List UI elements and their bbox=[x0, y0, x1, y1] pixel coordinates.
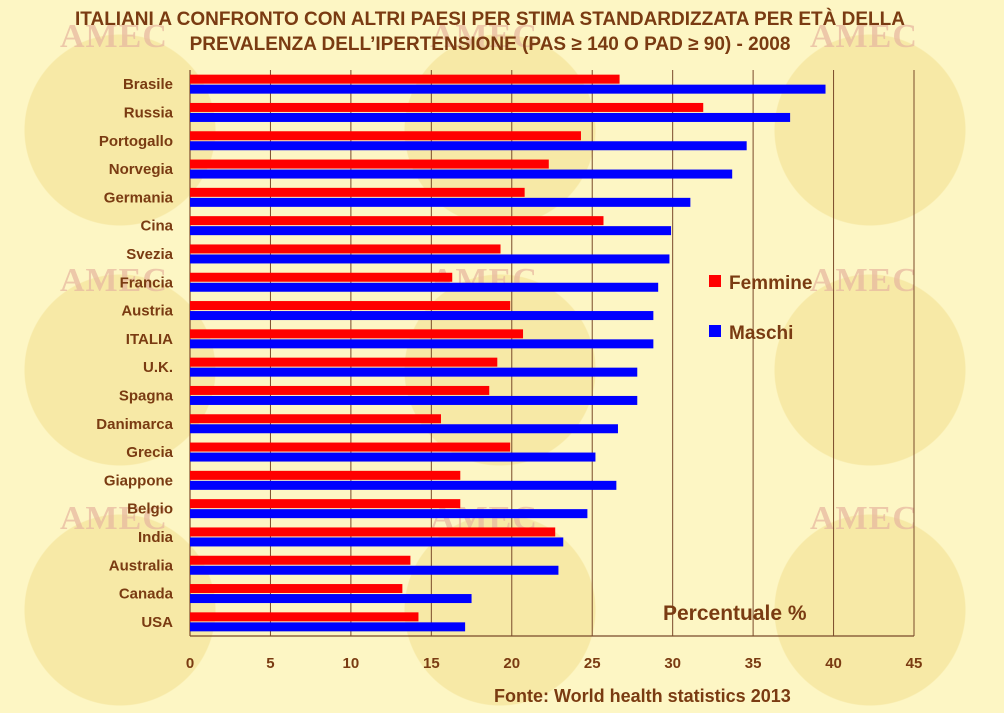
category-label: Austria bbox=[121, 303, 173, 320]
legend-label-maschi: Maschi bbox=[729, 323, 793, 344]
bar-femmine-francia bbox=[190, 272, 453, 282]
bar-femmine-spagna bbox=[190, 385, 490, 395]
watermark-text: AMEC bbox=[810, 500, 918, 537]
bar-maschi-spagna bbox=[190, 395, 638, 405]
bar-maschi-belgio bbox=[190, 509, 588, 519]
category-label: Germania bbox=[104, 189, 174, 206]
watermark-text: AMEC bbox=[810, 262, 918, 299]
bar-maschi-cina bbox=[190, 226, 672, 236]
legend: Femmine Maschi bbox=[709, 273, 812, 344]
category-label: Danimarca bbox=[96, 416, 173, 433]
bar-maschi-giappone bbox=[190, 480, 617, 490]
bar-maschi-austria bbox=[190, 311, 654, 321]
bar-maschi-italia bbox=[190, 339, 654, 349]
bar-femmine-austria bbox=[190, 301, 511, 311]
category-label: Grecia bbox=[126, 444, 173, 461]
bar-maschi-uk bbox=[190, 367, 638, 377]
x-tick-label: 15 bbox=[423, 655, 440, 672]
x-tick-label: 30 bbox=[664, 655, 681, 672]
bar-maschi-germania bbox=[190, 197, 691, 207]
bar-maschi-norvegia bbox=[190, 169, 733, 179]
category-label: U.K. bbox=[143, 359, 173, 376]
bar-femmine-cina bbox=[190, 216, 604, 226]
bar-femmine-grecia bbox=[190, 442, 511, 452]
watermark-text: AMEC bbox=[60, 262, 168, 299]
watermark-text: AMEC bbox=[810, 18, 918, 55]
bar-maschi-brasile bbox=[190, 84, 826, 94]
bar-femmine-norvegia bbox=[190, 159, 549, 169]
category-label: Norvegia bbox=[109, 161, 174, 178]
category-label: USA bbox=[141, 614, 173, 631]
unit-label: Percentuale % bbox=[663, 602, 807, 625]
x-tick-labels: 0 5 10 15 20 25 30 35 40 45 bbox=[186, 655, 923, 672]
bar-femmine-germania bbox=[190, 187, 525, 197]
category-label: Australia bbox=[109, 557, 174, 574]
legend-label-femmine: Femmine bbox=[729, 273, 812, 294]
bar-femmine-giappone bbox=[190, 470, 461, 480]
bar-maschi-francia bbox=[190, 282, 659, 292]
bars bbox=[190, 74, 826, 632]
bar-maschi-india bbox=[190, 537, 564, 547]
bar-femmine-danimarca bbox=[190, 414, 441, 424]
bar-femmine-russia bbox=[190, 102, 704, 112]
chart-title-line-1: ITALIANI A CONFRONTO CON ALTRI PAESI PER… bbox=[75, 8, 905, 30]
category-label: Svezia bbox=[126, 246, 173, 263]
bar-femmine-usa bbox=[190, 612, 419, 622]
bar-maschi-grecia bbox=[190, 452, 596, 462]
legend-swatch-maschi bbox=[709, 325, 721, 337]
category-labels: Brasile Russia Portogallo Norvegia Germania C… bbox=[96, 76, 173, 631]
bar-maschi-canada bbox=[190, 594, 472, 604]
category-label: Russia bbox=[124, 104, 174, 121]
watermark-text: AMEC bbox=[60, 500, 168, 537]
bar-maschi-usa bbox=[190, 622, 466, 632]
category-label: Canada bbox=[119, 586, 174, 603]
bar-femmine-italia bbox=[190, 329, 524, 339]
x-tick-label: 10 bbox=[343, 655, 360, 672]
category-label: Giappone bbox=[104, 472, 173, 489]
category-label: Francia bbox=[120, 274, 174, 291]
source-label: Fonte: World health statistics 2013 bbox=[494, 686, 791, 706]
bar-femmine-india bbox=[190, 527, 556, 537]
watermark-text: AMEC bbox=[60, 18, 168, 55]
category-label: Portogallo bbox=[99, 133, 173, 150]
x-tick-label: 45 bbox=[906, 655, 923, 672]
category-label: Brasile bbox=[123, 76, 173, 93]
bar-femmine-svezia bbox=[190, 244, 501, 254]
x-tick-label: 5 bbox=[266, 655, 274, 672]
bar-maschi-australia bbox=[190, 565, 559, 575]
chart-title-line-2: PREVALENZA DELL’IPERTENSIONE (PAS ≥ 140 … bbox=[190, 34, 791, 55]
x-tick-label: 40 bbox=[825, 655, 842, 672]
x-tick-label: 35 bbox=[745, 655, 762, 672]
legend-swatch-femmine bbox=[709, 275, 721, 287]
x-tick-label: 25 bbox=[584, 655, 601, 672]
category-label: Spagna bbox=[119, 387, 174, 404]
bar-femmine-canada bbox=[190, 584, 403, 594]
category-label: ITALIA bbox=[126, 331, 173, 348]
category-label: Cina bbox=[140, 218, 173, 235]
category-label: Belgio bbox=[127, 501, 173, 518]
gridlines bbox=[189, 70, 915, 637]
x-tick-label: 20 bbox=[503, 655, 520, 672]
bar-maschi-svezia bbox=[190, 254, 670, 264]
bar-maschi-russia bbox=[190, 112, 791, 122]
bar-femmine-brasile bbox=[190, 74, 620, 84]
bar-maschi-danimarca bbox=[190, 424, 618, 434]
x-tick-label: 0 bbox=[186, 655, 194, 672]
watermark-text: AMEC bbox=[430, 18, 538, 55]
bar-femmine-portogallo bbox=[190, 131, 581, 141]
bar-femmine-uk bbox=[190, 357, 498, 367]
bar-maschi-portogallo bbox=[190, 141, 747, 151]
bar-femmine-australia bbox=[190, 555, 411, 565]
category-label: India bbox=[138, 529, 174, 546]
bar-femmine-belgio bbox=[190, 499, 461, 509]
